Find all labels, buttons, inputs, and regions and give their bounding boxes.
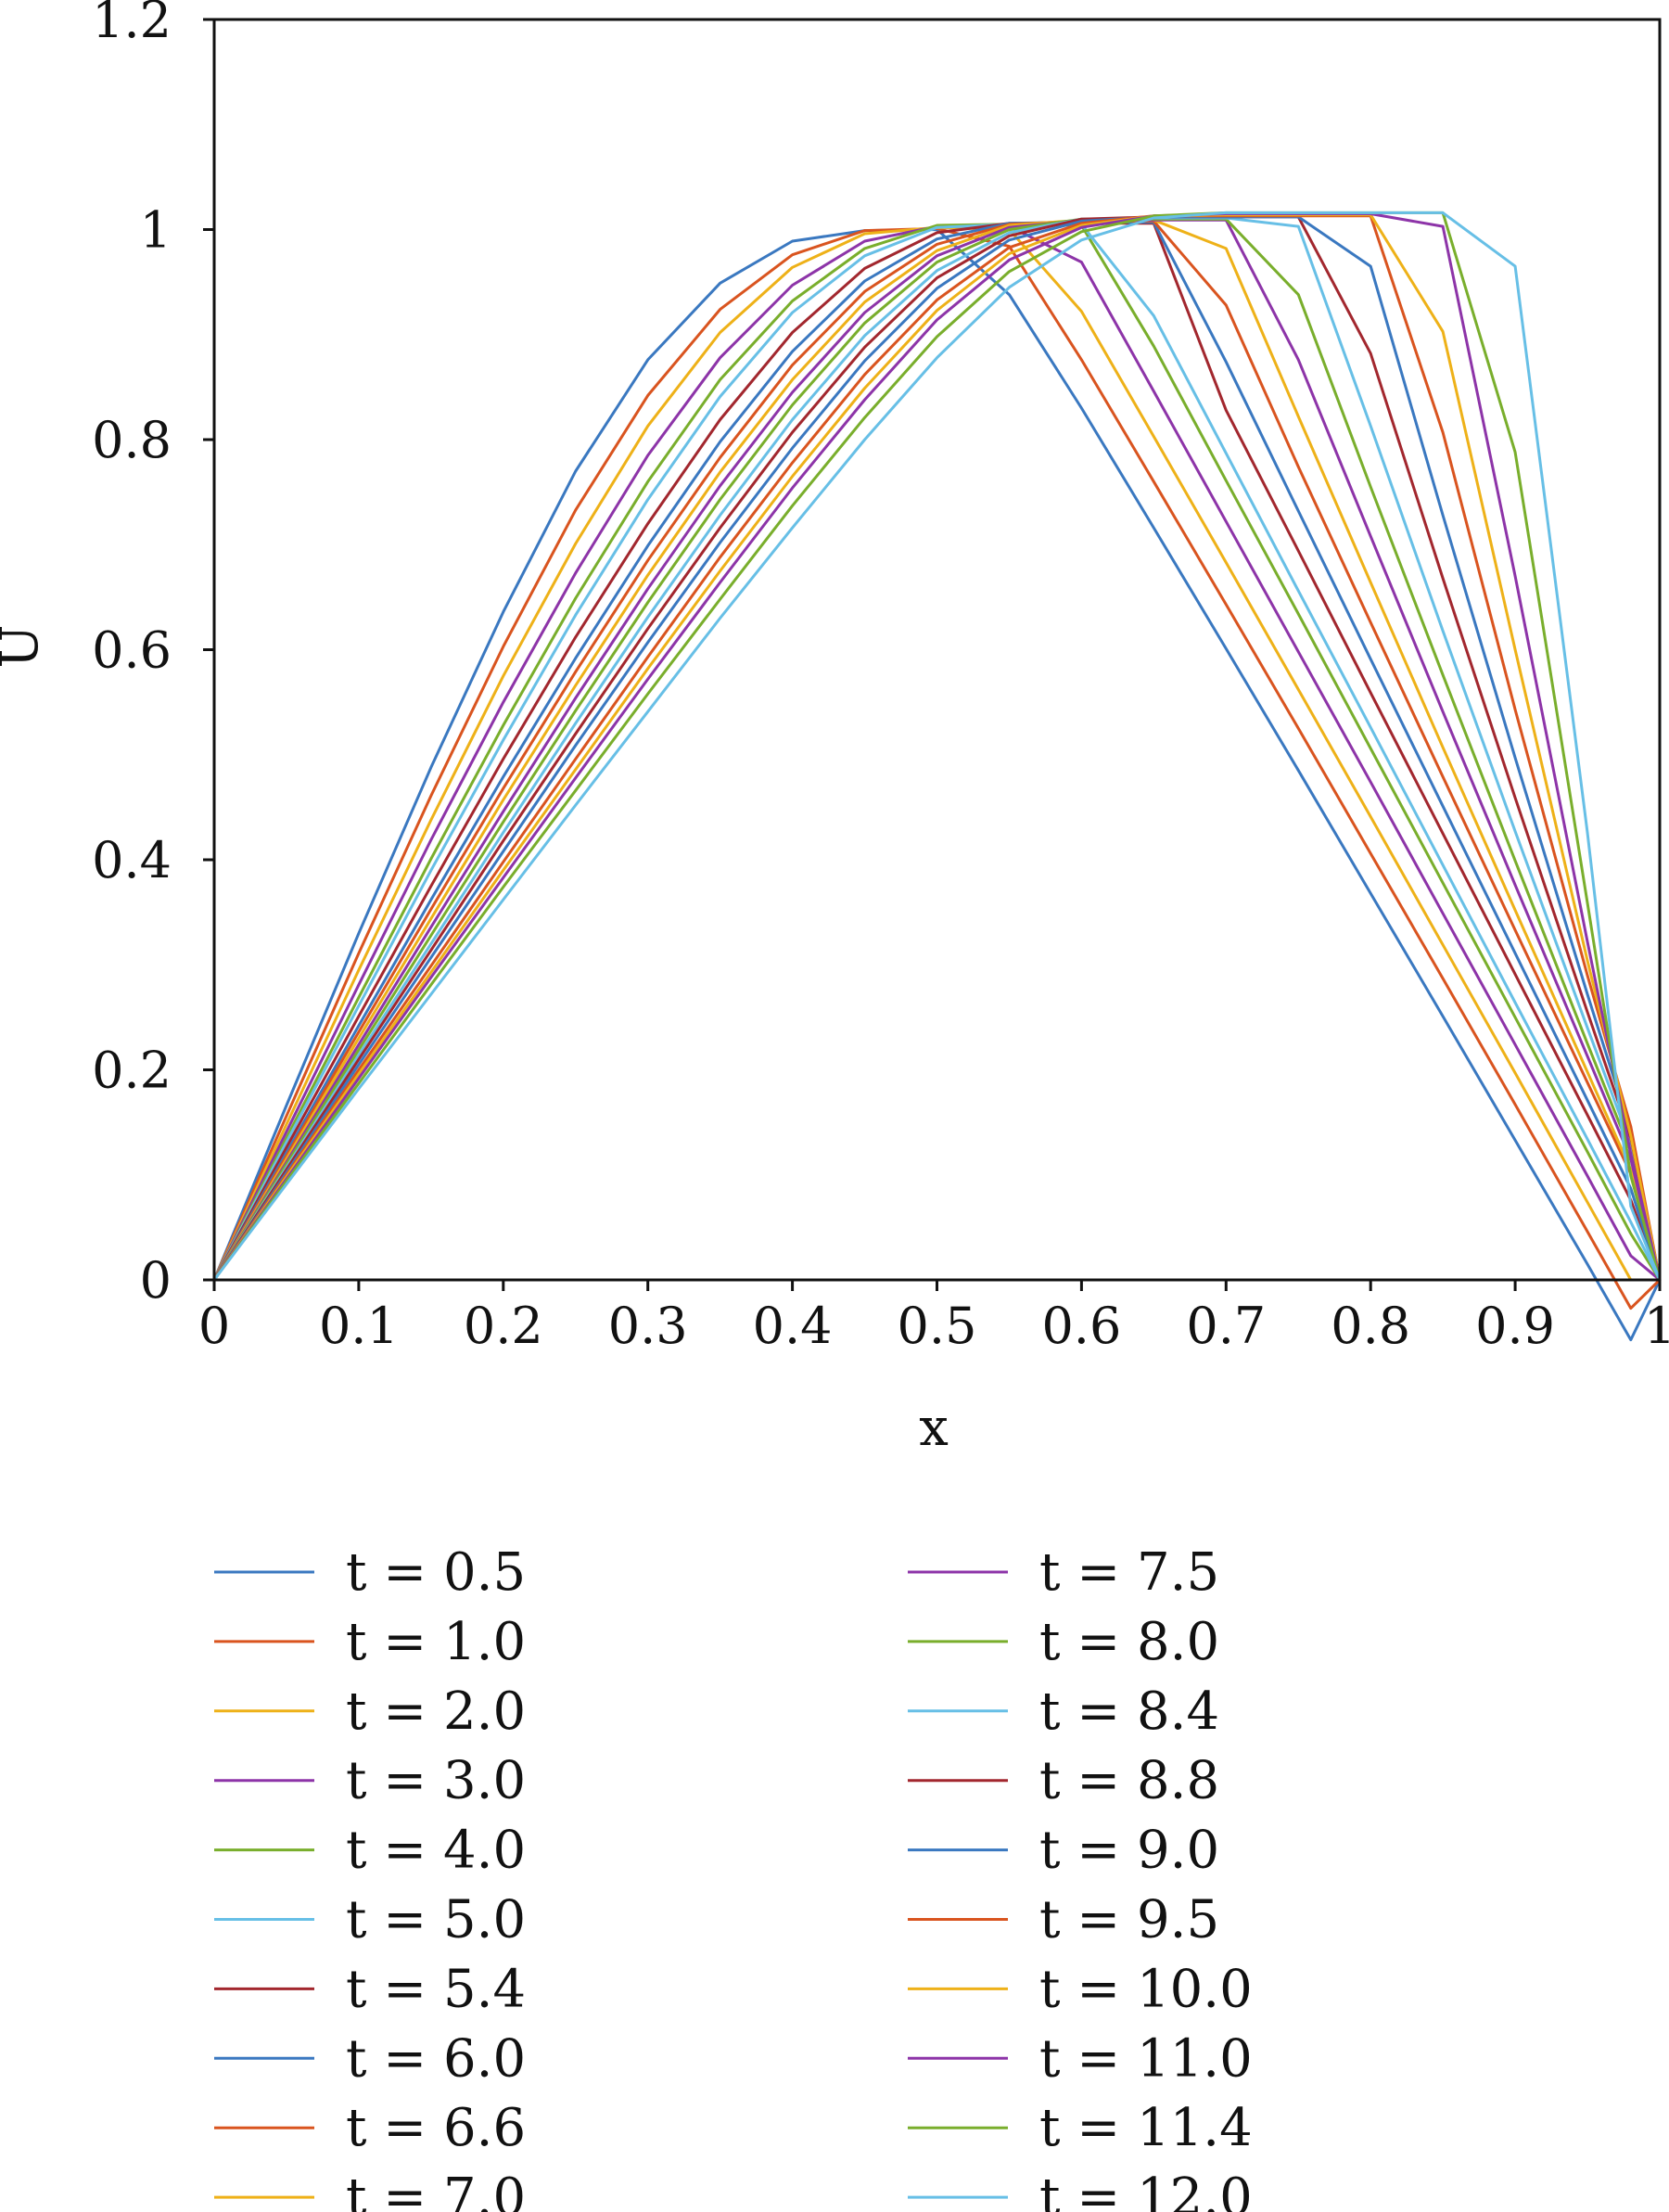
plot-frame — [212, 18, 1662, 1282]
legend-item: t = 9.0 — [908, 1821, 1219, 1881]
legend-label: t = 7.5 — [1039, 1542, 1219, 1603]
x-tick-label: 0.5 — [898, 1297, 977, 1355]
series-line-0 — [212, 228, 1662, 1342]
legend-label: t = 6.0 — [346, 2028, 526, 2089]
y-tick-label: 0 — [140, 1251, 172, 1310]
series-line-2 — [212, 225, 1662, 1282]
x-tick-label: 0.3 — [608, 1297, 688, 1355]
legend-label: t = 12.0 — [1039, 2167, 1253, 2212]
series-line-15 — [212, 214, 1662, 1282]
legend-label: t = 10.0 — [1039, 1959, 1253, 2019]
legend-label: t = 9.0 — [1039, 1821, 1219, 1881]
legend-label: t = 11.4 — [1039, 2098, 1253, 2158]
legend-item: t = 8.4 — [908, 1681, 1219, 1742]
y-axis-label: U — [0, 624, 50, 668]
x-axis: 0 0.1 0.2 0.3 0.4 0.5 0.6 0.7 0.8 0.9 1 — [198, 1280, 1669, 1355]
series-line-3 — [212, 224, 1662, 1282]
series-line-9 — [212, 218, 1662, 1282]
legend-label: t = 3.0 — [346, 1751, 526, 1811]
legend-label: t = 8.8 — [1039, 1751, 1219, 1811]
legend-label: t = 7.0 — [346, 2167, 526, 2212]
x-tick-label: 0.7 — [1186, 1297, 1266, 1355]
legend-item: t = 11.0 — [908, 2028, 1253, 2089]
x-tick-label: 0.9 — [1475, 1297, 1555, 1355]
legend-item: t = 7.5 — [908, 1542, 1219, 1603]
legend-label: t = 1.0 — [346, 1612, 526, 1672]
y-tick-label: 0.2 — [92, 1042, 172, 1100]
series-line-11 — [212, 217, 1662, 1282]
x-tick-label: 0.8 — [1331, 1297, 1410, 1355]
y-tick-label: 0.8 — [92, 411, 172, 469]
legend-item: t = 9.5 — [908, 1890, 1219, 1950]
legend-item: t = 6.6 — [214, 2098, 526, 2158]
legend-label: t = 6.6 — [346, 2098, 526, 2158]
legend-item: t = 6.0 — [214, 2028, 526, 2089]
legend-label: t = 4.0 — [346, 1821, 526, 1881]
legend-item: t = 11.4 — [908, 2098, 1253, 2158]
y-tick-label: 1.2 — [92, 0, 172, 49]
x-tick-label: 0.6 — [1041, 1297, 1121, 1355]
y-tick-label: 0.6 — [92, 621, 172, 680]
series-line-16 — [212, 213, 1662, 1282]
series-line-19 — [212, 211, 1662, 1282]
legend-item: t = 2.0 — [214, 1681, 526, 1742]
series-line-7 — [212, 221, 1662, 1282]
legend-label: t = 8.0 — [1039, 1612, 1219, 1672]
legend-label: t = 8.4 — [1039, 1681, 1219, 1742]
y-axis: 0 0.2 0.4 0.6 0.8 1 1.2 — [92, 0, 214, 1310]
legend-label: t = 5.0 — [346, 1890, 526, 1950]
legend-label: t = 9.5 — [1039, 1890, 1219, 1950]
series-line-8 — [212, 219, 1662, 1282]
legend-item: t = 12.0 — [908, 2167, 1253, 2212]
x-axis-label: x — [919, 1398, 949, 1458]
plot-lines — [212, 211, 1662, 1342]
series-line-5 — [212, 223, 1662, 1282]
legend-item: t = 5.0 — [214, 1890, 526, 1950]
series-line-14 — [212, 215, 1662, 1282]
legend-item: t = 8.0 — [908, 1612, 1219, 1672]
legend-label: t = 2.0 — [346, 1681, 526, 1742]
series-line-17 — [212, 212, 1662, 1282]
x-tick-label: 0 — [198, 1297, 230, 1355]
legend-item: t = 1.0 — [214, 1612, 526, 1672]
series-line-10 — [212, 218, 1662, 1282]
series-line-13 — [212, 215, 1662, 1282]
legend-item: t = 0.5 — [214, 1542, 526, 1603]
y-tick-label: 0.4 — [92, 831, 172, 889]
x-tick-label: 0.1 — [319, 1297, 399, 1355]
y-tick-label: 1 — [140, 201, 172, 260]
legend-item: t = 5.4 — [214, 1959, 526, 2019]
series-line-4 — [212, 223, 1662, 1282]
x-tick-label: 1 — [1644, 1297, 1669, 1355]
legend-item: t = 4.0 — [214, 1821, 526, 1881]
legend-label: t = 0.5 — [346, 1542, 526, 1603]
series-line-12 — [212, 216, 1662, 1282]
legend-item: t = 7.0 — [214, 2167, 526, 2212]
series-line-6 — [212, 222, 1662, 1282]
legend-label: t = 11.0 — [1039, 2028, 1253, 2089]
legend-label: t = 5.4 — [346, 1959, 526, 2019]
x-tick-label: 0.4 — [753, 1297, 833, 1355]
legend-item: t = 8.8 — [908, 1751, 1219, 1811]
legend: t = 0.5 t = 1.0 t = 2.0 t = 3.0 t = 4.0 t = 5… — [214, 1542, 1253, 2212]
series-line-18 — [212, 211, 1662, 1282]
legend-item: t = 10.0 — [908, 1959, 1253, 2019]
legend-item: t = 3.0 — [214, 1751, 526, 1811]
x-tick-label: 0.2 — [464, 1297, 543, 1355]
